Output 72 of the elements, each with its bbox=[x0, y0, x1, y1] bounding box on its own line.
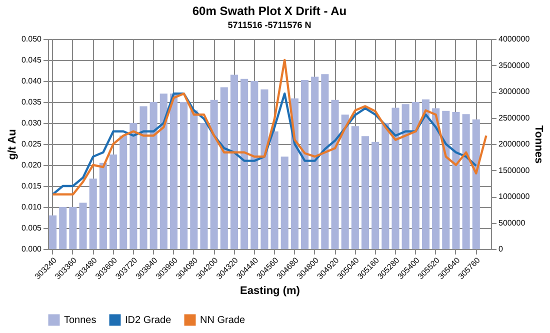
bar bbox=[382, 123, 390, 249]
bar bbox=[79, 202, 87, 249]
bar bbox=[220, 87, 228, 249]
bar bbox=[160, 94, 168, 249]
bar bbox=[59, 207, 67, 249]
bar bbox=[270, 131, 278, 249]
bar bbox=[240, 78, 248, 249]
bar bbox=[432, 108, 440, 249]
bar bbox=[89, 178, 97, 249]
legend-label: ID2 Grade bbox=[125, 315, 172, 326]
y2-tick-label: 1000000 bbox=[498, 192, 530, 201]
y-tick-label: 0.020 bbox=[21, 160, 42, 170]
bar bbox=[341, 114, 349, 249]
y2-tick-label: 0 bbox=[498, 244, 504, 254]
y-axis-title: g/t Au bbox=[6, 129, 18, 160]
bar bbox=[351, 126, 359, 249]
bar bbox=[150, 102, 158, 249]
y-tick-label: 0.010 bbox=[21, 202, 42, 212]
y-tick-label: 0.050 bbox=[21, 34, 42, 44]
legend-label: NN Grade bbox=[200, 315, 246, 326]
bar bbox=[442, 110, 450, 249]
bar bbox=[280, 156, 288, 249]
y2-axis-title: Tonnes bbox=[532, 125, 545, 164]
bar bbox=[69, 207, 77, 249]
bar bbox=[402, 104, 410, 249]
bar bbox=[140, 106, 148, 249]
y-tick-label: 0.045 bbox=[21, 56, 42, 64]
bar bbox=[180, 102, 188, 249]
legend-label: Tonnes bbox=[64, 315, 96, 326]
bar bbox=[412, 102, 420, 249]
y2-tick-label: 500000 bbox=[498, 218, 526, 228]
y2-tick-label: 2500000 bbox=[498, 113, 530, 122]
bar bbox=[372, 142, 380, 249]
bar bbox=[49, 215, 57, 249]
bar bbox=[462, 114, 470, 249]
bar bbox=[301, 80, 309, 249]
y2-tick-label: 3000000 bbox=[498, 87, 530, 96]
bar bbox=[311, 76, 319, 249]
bar bbox=[130, 123, 138, 249]
y2-tick-label: 4000000 bbox=[498, 34, 530, 44]
y2-tick-label: 1500000 bbox=[498, 166, 530, 175]
y-tick-label: 0.035 bbox=[21, 98, 42, 106]
y2-tick-label: 2000000 bbox=[498, 140, 530, 148]
bar bbox=[361, 136, 370, 249]
bar bbox=[392, 108, 400, 249]
y-tick-label: 0.025 bbox=[21, 140, 42, 148]
y-tick-label: 0.015 bbox=[21, 182, 42, 190]
y-tick-label: 0.030 bbox=[21, 118, 42, 128]
x-axis-title: Easting (m) bbox=[240, 285, 300, 298]
bar bbox=[170, 94, 178, 249]
bar bbox=[321, 74, 329, 249]
bar bbox=[99, 162, 107, 249]
y2-tick-label: 3500000 bbox=[498, 60, 530, 70]
y-tick-label: 0.000 bbox=[21, 244, 42, 254]
y-tick-label: 0.005 bbox=[21, 224, 42, 232]
bar bbox=[452, 112, 460, 249]
chart-subtitle: 5711516 -5711576 N bbox=[228, 20, 312, 30]
line-series bbox=[52, 92, 478, 196]
bar bbox=[120, 136, 128, 249]
bar bbox=[260, 89, 268, 249]
bar bbox=[250, 81, 258, 249]
bar bbox=[472, 119, 480, 249]
bar bbox=[190, 110, 198, 249]
bar bbox=[230, 74, 238, 249]
bar bbox=[200, 123, 208, 249]
bar bbox=[109, 154, 118, 249]
bar bbox=[422, 99, 430, 249]
chart-title: 60m Swath Plot X Drift - Au bbox=[192, 4, 347, 18]
bar bbox=[331, 100, 339, 249]
line-series bbox=[52, 58, 488, 196]
y-tick-label: 0.040 bbox=[21, 76, 42, 86]
bar bbox=[210, 100, 218, 249]
